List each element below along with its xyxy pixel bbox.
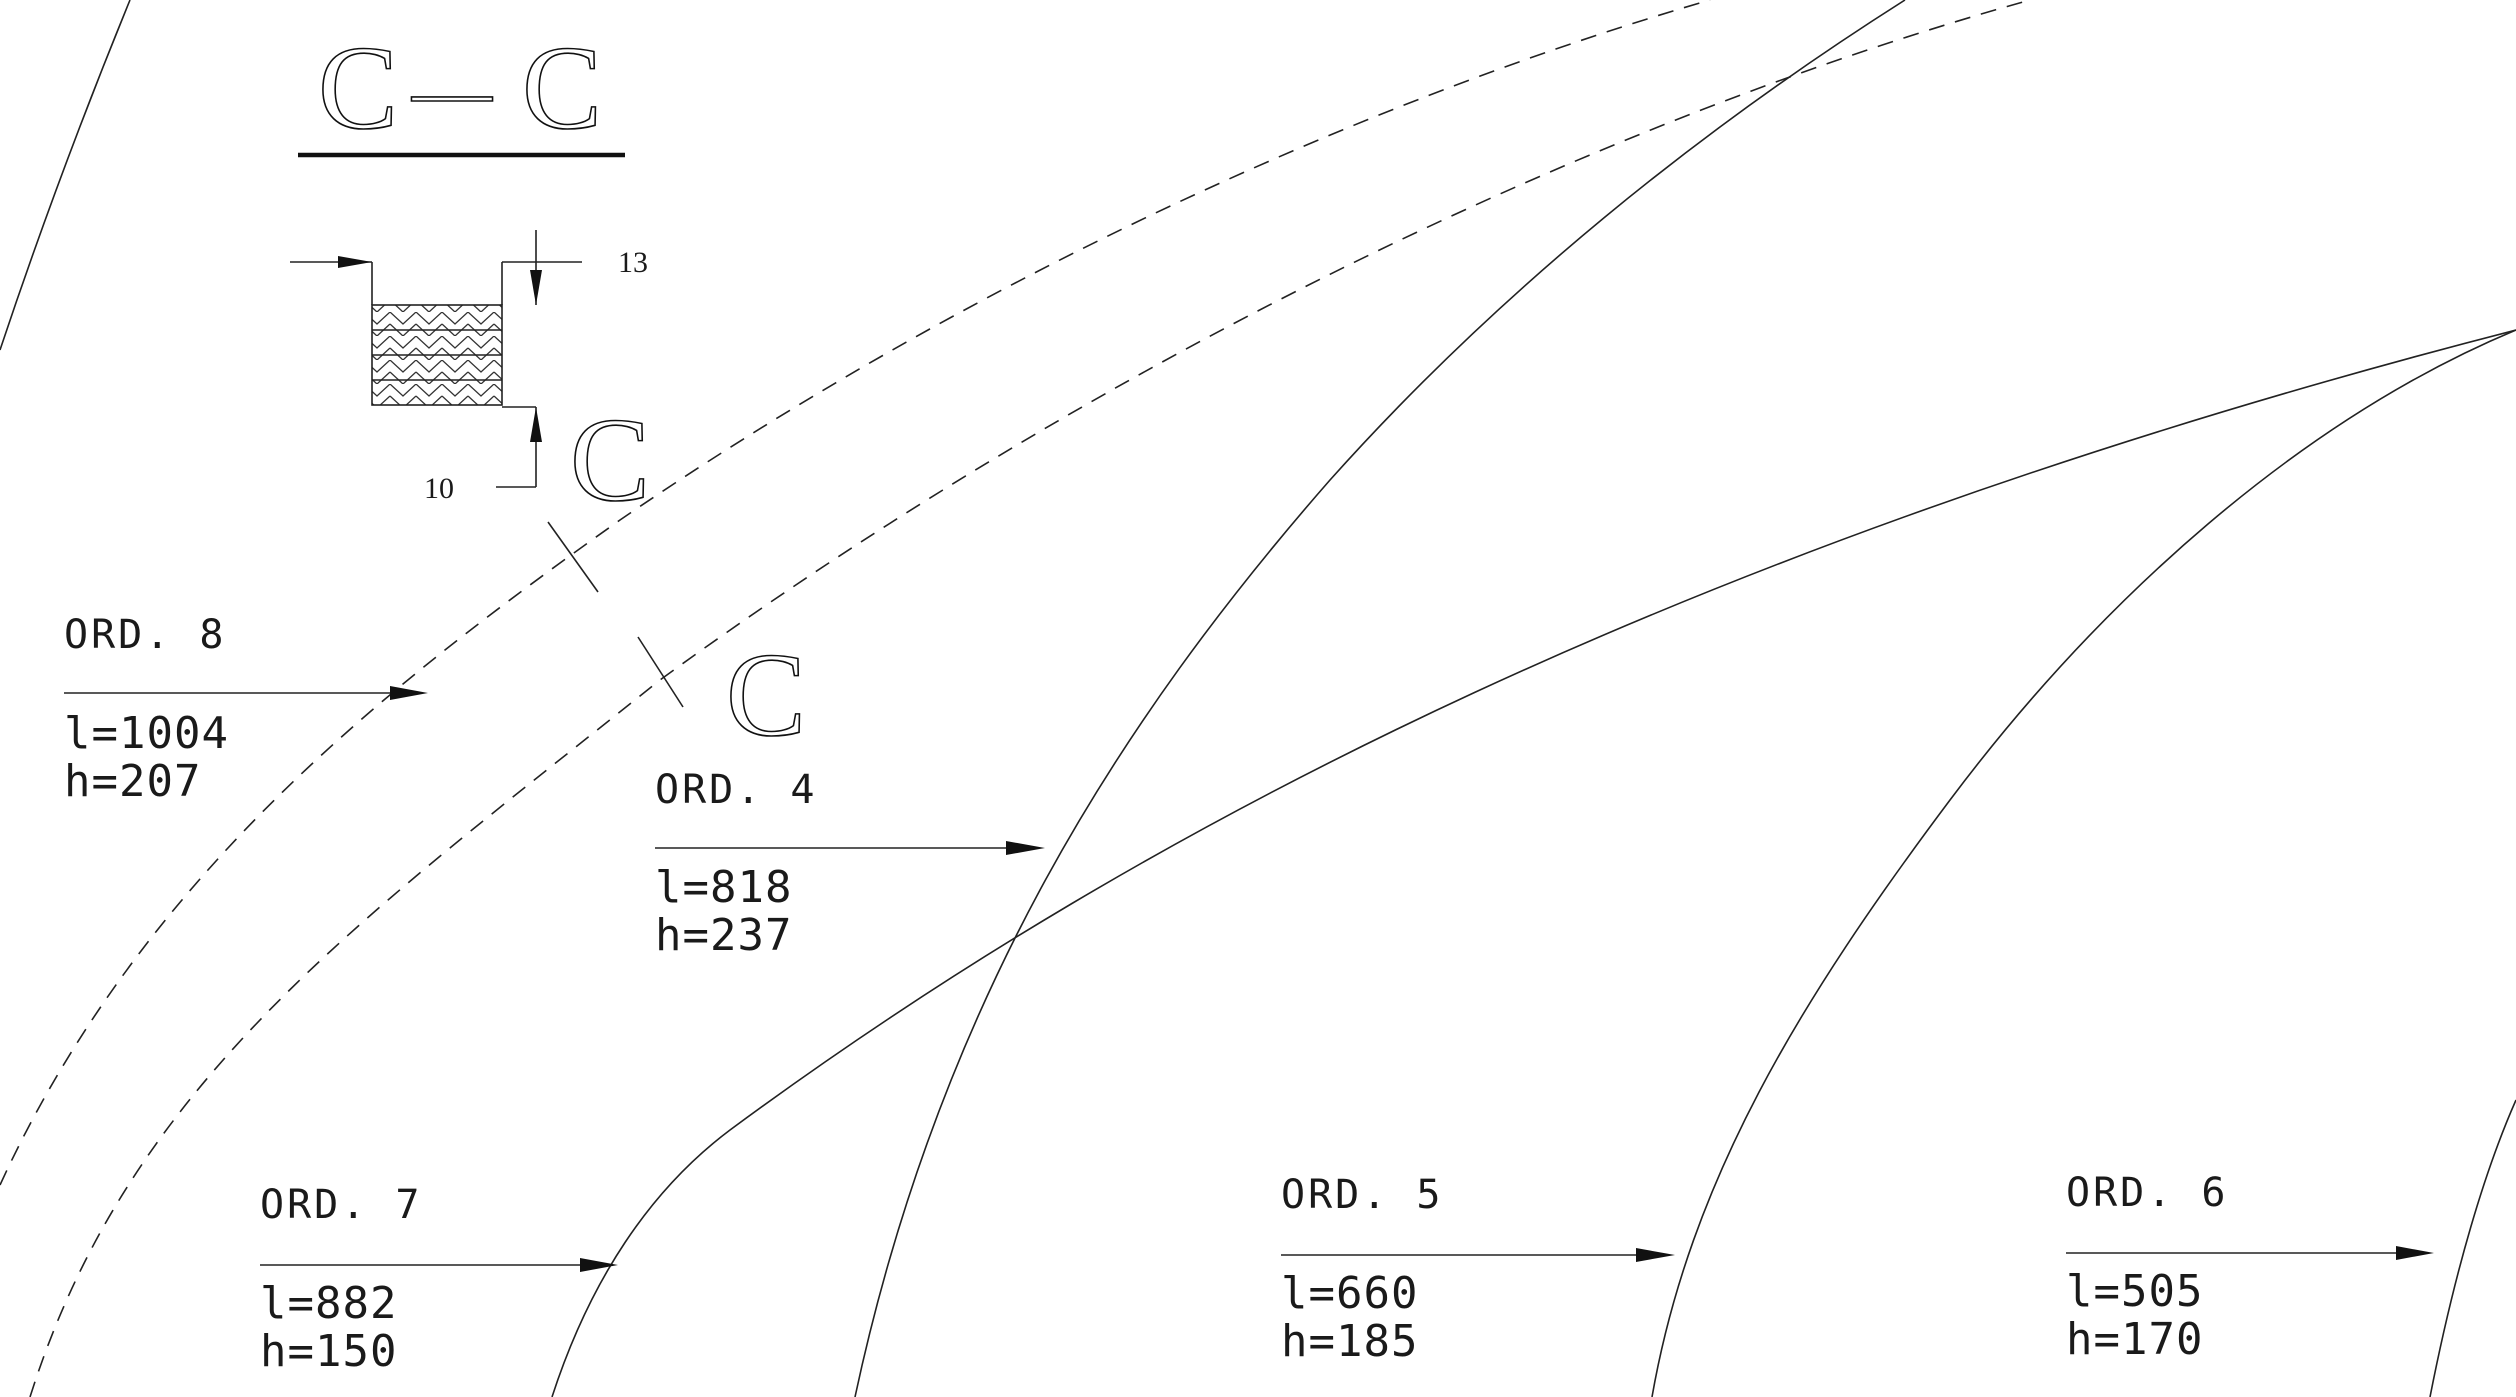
cut-letter-lower: C (726, 628, 806, 761)
ord-label: ORD. 4 (655, 767, 818, 813)
ord-label: ORD. 5 (1281, 1172, 1444, 1218)
ord-label: ORD. 7 (260, 1182, 423, 1228)
ord-arrow (1006, 841, 1045, 855)
dim-arrow-left (338, 256, 372, 268)
curve-ord6 (2429, 1099, 2516, 1397)
ord-arrow (1636, 1248, 1675, 1262)
ord-length: l=505 (2066, 1266, 2203, 1317)
ordinate-5: ORD. 5 l=660 h=185 (1281, 1172, 1675, 1367)
section-title-right: C (522, 21, 602, 154)
dim-top-value: 13 (618, 246, 648, 279)
dashed-curve-outer (0, 0, 1711, 1186)
section-title-left: C (318, 21, 398, 154)
ord-length: l=818 (655, 862, 792, 913)
ord-label: ORD. 8 (64, 612, 227, 658)
dim-bottom-value: 10 (424, 472, 454, 505)
ordinate-8: ORD. 8 l=1004 h=207 (64, 612, 428, 807)
ord-height: h=185 (1281, 1316, 1418, 1367)
ord-arrow (580, 1258, 618, 1272)
dim-arrow-top (530, 270, 542, 305)
ordinate-4: ORD. 4 l=818 h=237 (655, 767, 1045, 961)
ord-height: h=150 (260, 1326, 397, 1377)
section-detail: C — C 13 10 C C (290, 20, 807, 762)
left-edge-curve (0, 0, 131, 351)
curve-ord4 (854, 0, 1906, 1397)
ord-height: h=237 (655, 910, 792, 961)
ord-arrow (2396, 1246, 2434, 1260)
ord-label: ORD. 6 (2066, 1170, 2229, 1216)
section-title-dash: — (411, 48, 493, 136)
ordinate-7: ORD. 7 l=882 h=150 (260, 1182, 618, 1377)
cut-letter-upper: C (570, 393, 650, 526)
cut-mark-upper (547, 521, 599, 593)
ord-length: l=660 (1281, 1268, 1418, 1319)
curve-ord7 (551, 329, 2516, 1397)
cut-mark-lower (637, 636, 684, 708)
ord-height: h=170 (2066, 1314, 2203, 1365)
ord-arrow (390, 686, 428, 700)
ord-height: h=207 (64, 756, 201, 807)
ord-length: l=882 (260, 1278, 397, 1329)
curve-ord5 (1651, 329, 2516, 1397)
dashed-curve-inner (29, 0, 2031, 1397)
ordinate-6: ORD. 6 l=505 h=170 (2066, 1170, 2434, 1365)
dim-arrow-bottom (530, 407, 542, 442)
ord-length: l=1004 (64, 708, 229, 759)
